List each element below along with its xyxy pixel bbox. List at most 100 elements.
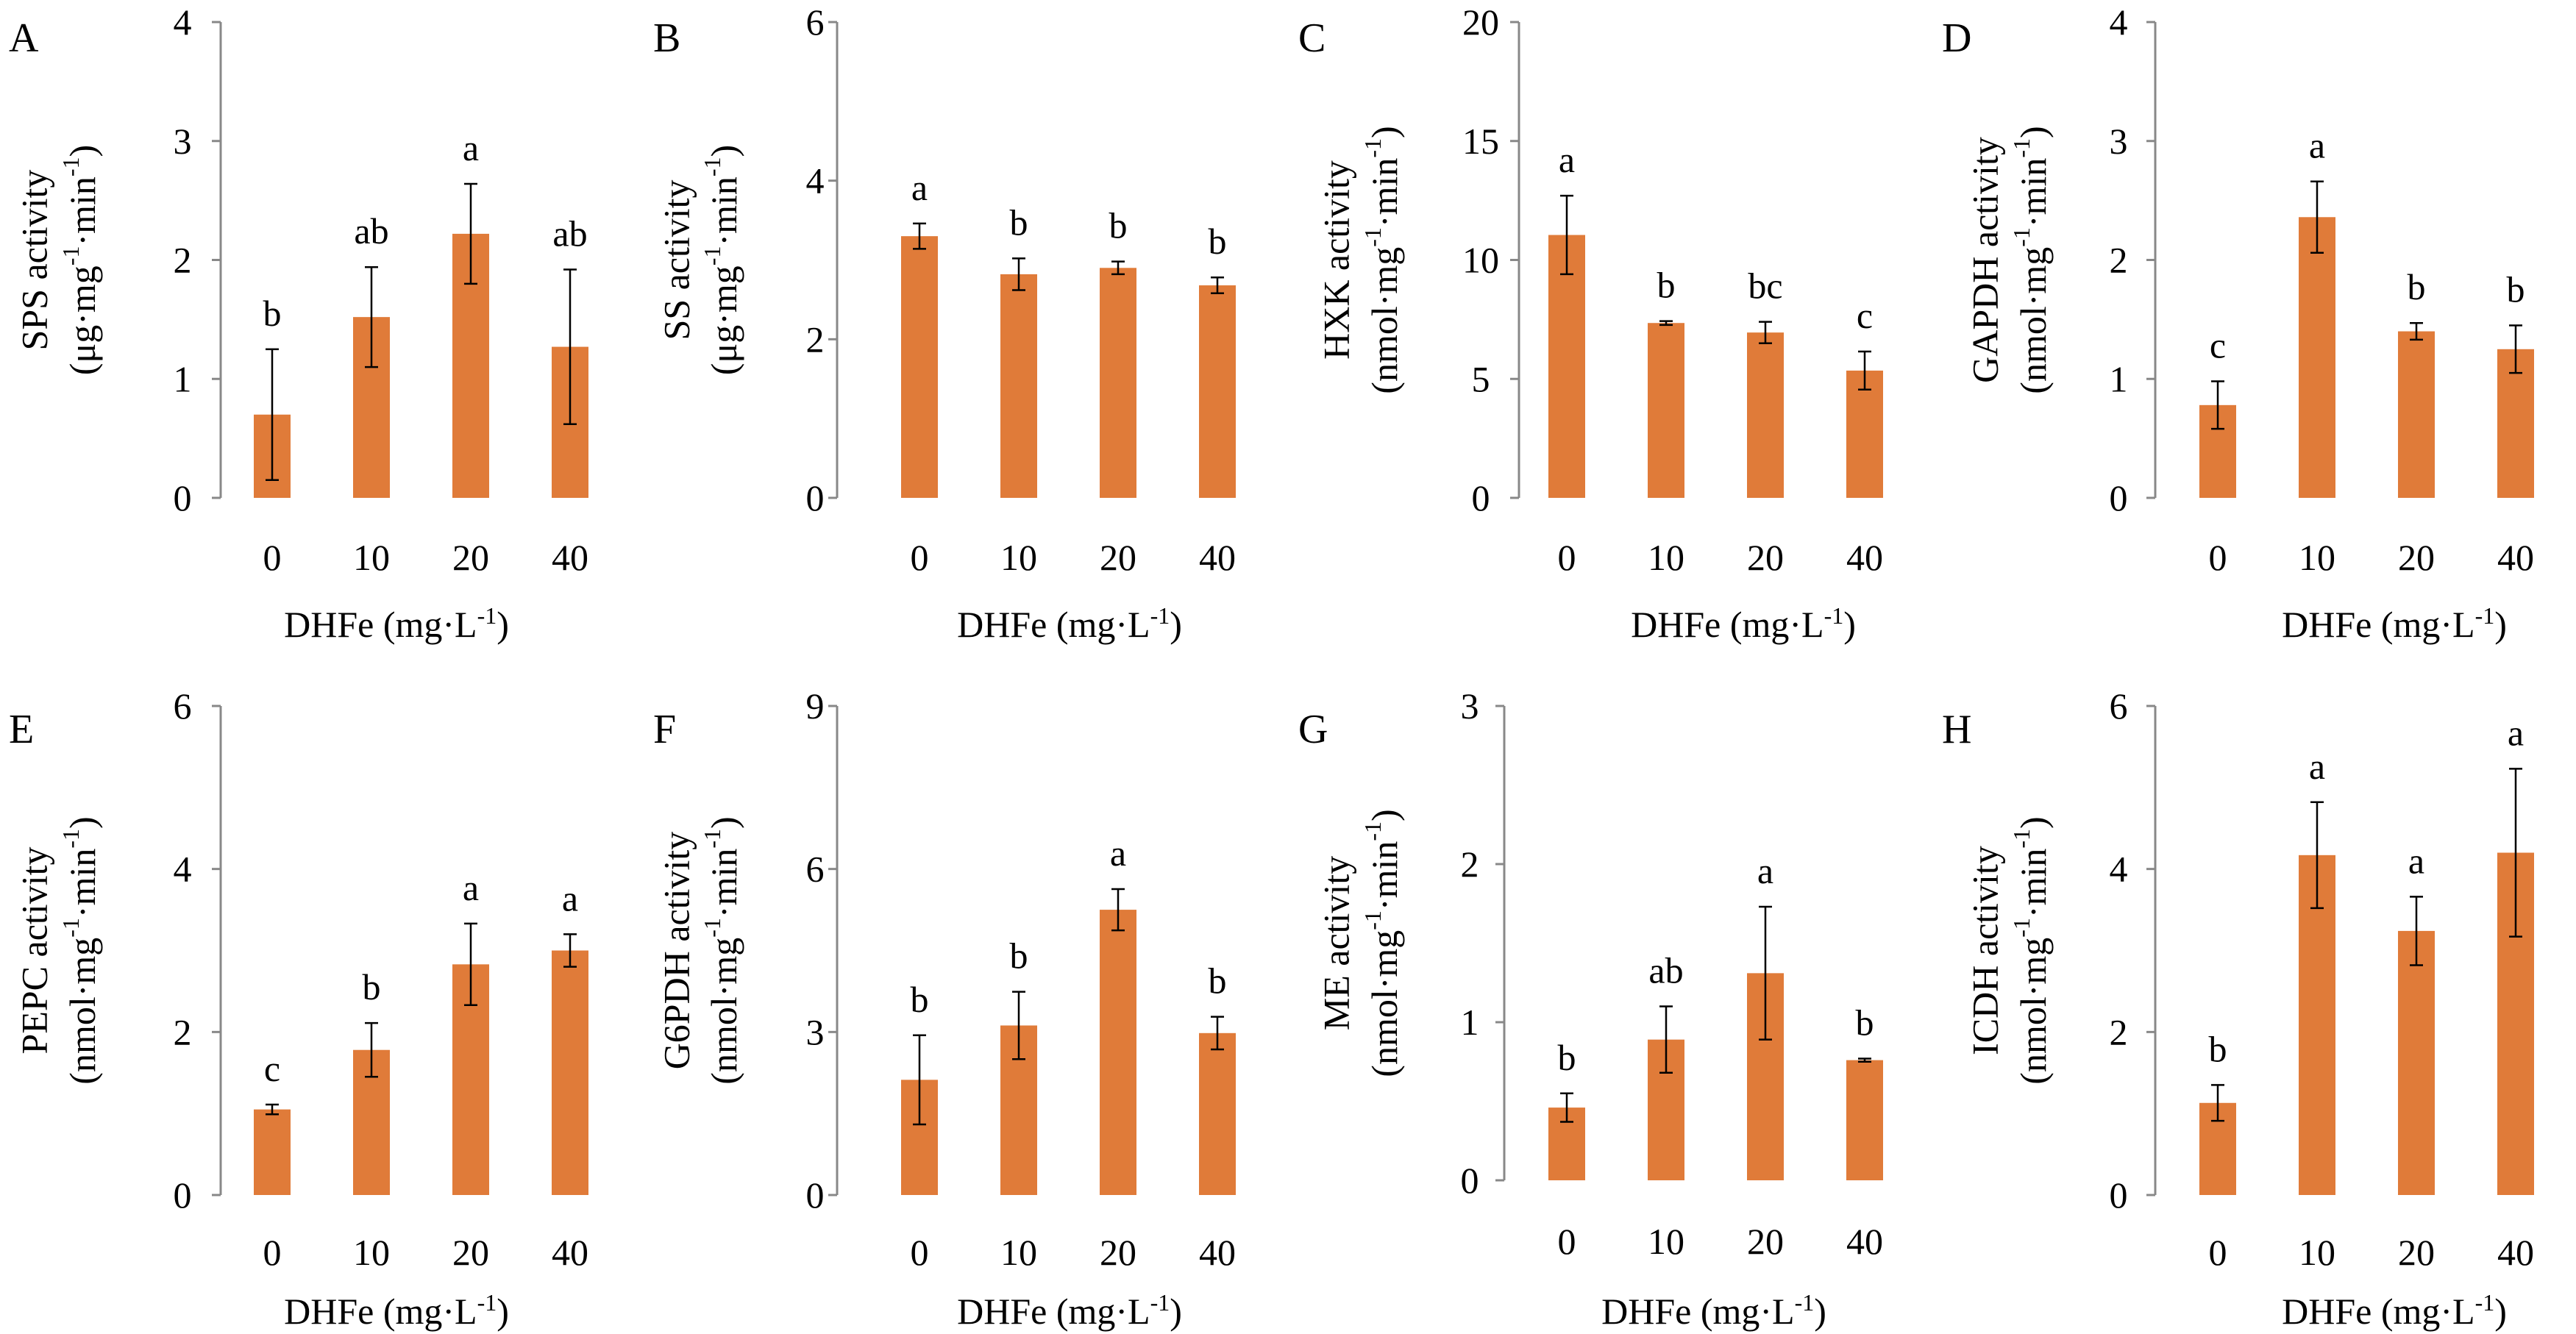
y-tick-label: 6 bbox=[806, 1, 825, 43]
y-axis-units-superscript2: -1 bbox=[1359, 138, 1386, 158]
bar bbox=[1100, 268, 1136, 498]
y-tick-label: 0 bbox=[2110, 477, 2128, 518]
y-axis-units-superscript: -1 bbox=[699, 246, 725, 266]
significance-label: c bbox=[264, 1048, 280, 1089]
y-axis-units-superscript2: -1 bbox=[2008, 138, 2035, 158]
x-axis-title-end: ) bbox=[1843, 604, 1856, 645]
bar bbox=[1199, 285, 1236, 498]
significance-label: a bbox=[463, 127, 479, 168]
x-tick-label: 20 bbox=[1100, 1232, 1136, 1273]
x-tick-label: 20 bbox=[1747, 1221, 1784, 1262]
y-axis-title-line2: (μg·mg-1·min-1) bbox=[57, 145, 103, 375]
y-tick-label: 4 bbox=[2110, 1, 2128, 43]
bar bbox=[2299, 855, 2335, 1195]
y-axis-units-superscript: -1 bbox=[57, 918, 84, 938]
bar bbox=[1747, 332, 1784, 498]
error-bar bbox=[1858, 1057, 1871, 1063]
y-axis-units-main: (nmol·mg bbox=[1364, 247, 1405, 394]
significance-label: b bbox=[1856, 1002, 1874, 1043]
x-axis-title-main: DHFe (mg·L bbox=[1631, 604, 1824, 645]
x-tick-label: 40 bbox=[1846, 537, 1883, 578]
x-axis-title-superscript: -1 bbox=[1824, 602, 1844, 629]
significance-label: a bbox=[911, 167, 928, 208]
bar bbox=[2299, 217, 2335, 498]
y-tick-label: 4 bbox=[2110, 849, 2128, 890]
error-bar bbox=[1211, 276, 1224, 295]
significance-label: c bbox=[2210, 324, 2226, 365]
y-axis-units-mid: ·min bbox=[62, 176, 103, 246]
x-tick-label: 40 bbox=[1199, 537, 1236, 578]
x-tick-label: 0 bbox=[1558, 537, 1576, 578]
error-bar bbox=[1659, 1005, 1673, 1074]
y-tick-label: 20 bbox=[1462, 1, 1499, 43]
y-tick-label: 1 bbox=[1461, 1002, 1479, 1043]
y-axis-units-mid: ·min bbox=[1364, 158, 1405, 227]
significance-label: a bbox=[1757, 850, 1773, 891]
y-axis-title-line2: (nmol·mg-1·min-1) bbox=[1359, 809, 1405, 1077]
panel-letter: G bbox=[1298, 707, 1328, 752]
y-tick-label: 1 bbox=[174, 358, 192, 399]
x-tick-label: 0 bbox=[263, 1232, 282, 1273]
y-tick-label: 2 bbox=[174, 1011, 192, 1052]
x-tick-label: 40 bbox=[1199, 1232, 1236, 1273]
y-tick-label: 9 bbox=[806, 685, 825, 727]
x-tick-label: 40 bbox=[1846, 1221, 1883, 1262]
significance-label: a bbox=[562, 877, 578, 919]
y-tick-label: 0 bbox=[2110, 1174, 2128, 1216]
error-bar bbox=[563, 268, 577, 425]
y-axis-units-main: (μg·mg bbox=[62, 265, 103, 375]
y-axis-units-superscript2: -1 bbox=[2008, 829, 2035, 849]
x-axis-title: DHFe (mg·L-1) bbox=[2282, 602, 2507, 645]
y-axis-units-main: (nmol·mg bbox=[703, 938, 744, 1085]
bar bbox=[2398, 331, 2435, 498]
y-axis-units-end: ) bbox=[1364, 126, 1405, 138]
y-axis-title-line1: SPS activity bbox=[13, 170, 54, 351]
error-bar bbox=[2410, 321, 2423, 341]
significance-label: ab bbox=[1648, 950, 1683, 991]
x-tick-label: 0 bbox=[1558, 1221, 1576, 1262]
bar bbox=[2497, 349, 2534, 498]
bar bbox=[1000, 274, 1037, 498]
x-axis-title-end: ) bbox=[497, 1291, 509, 1332]
y-axis-units-end: ) bbox=[2013, 816, 2054, 829]
x-tick-label: 0 bbox=[2209, 1232, 2227, 1273]
x-tick-label: 20 bbox=[2398, 1232, 2435, 1273]
error-bar bbox=[1659, 320, 1673, 327]
x-axis-title-main: DHFe (mg·L bbox=[2282, 604, 2474, 645]
error-bar bbox=[464, 182, 477, 285]
x-axis-title-main: DHFe (mg·L bbox=[284, 1291, 477, 1332]
error-bar bbox=[1858, 350, 1871, 391]
y-tick-label: 5 bbox=[1472, 358, 1490, 399]
error-bar bbox=[1759, 905, 1772, 1041]
y-axis-title-line1: HXK activity bbox=[1315, 160, 1356, 360]
x-axis-title-end: ) bbox=[1814, 1291, 1826, 1332]
y-tick-label: 15 bbox=[1462, 121, 1499, 162]
error-bar bbox=[563, 933, 577, 968]
y-axis-units-end: ) bbox=[2013, 126, 2054, 138]
y-axis-units-mid: ·min bbox=[703, 849, 744, 918]
x-tick-label: 10 bbox=[353, 537, 390, 578]
y-tick-label: 0 bbox=[1461, 1160, 1479, 1201]
significance-label: ab bbox=[354, 210, 388, 252]
error-bar bbox=[2410, 896, 2423, 966]
significance-label: b bbox=[1010, 201, 1028, 243]
bar bbox=[1846, 1060, 1883, 1180]
y-tick-label: 0 bbox=[174, 477, 192, 518]
y-axis-units-superscript2: -1 bbox=[699, 829, 725, 849]
significance-label: a bbox=[2309, 746, 2325, 787]
x-tick-label: 10 bbox=[1648, 1221, 1684, 1262]
x-tick-label: 0 bbox=[911, 537, 929, 578]
significance-label: bc bbox=[1748, 265, 1782, 307]
y-axis-title-line2: (nmol·mg-1·min-1) bbox=[1359, 126, 1405, 393]
y-tick-label: 2 bbox=[2110, 1011, 2128, 1052]
y-tick-label: 2 bbox=[806, 318, 825, 360]
bar bbox=[901, 236, 938, 498]
x-tick-label: 10 bbox=[1000, 1232, 1037, 1273]
panel-letter: C bbox=[1298, 15, 1326, 61]
y-axis-units-mid: ·min bbox=[1364, 841, 1405, 910]
x-tick-label: 20 bbox=[1747, 537, 1784, 578]
